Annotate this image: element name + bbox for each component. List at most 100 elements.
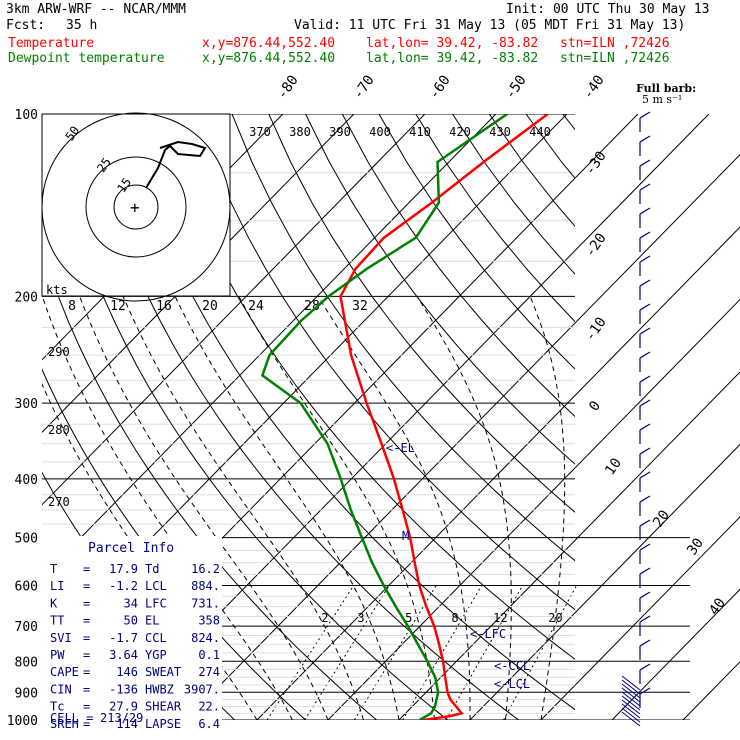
parcel-label: SHEAR <box>145 700 182 714</box>
isotherm-label: -40 <box>580 72 608 102</box>
wind-barb-flag <box>639 615 651 623</box>
wind-barb-flag <box>639 183 651 191</box>
wind-barb-low <box>621 711 641 727</box>
parcel-value: 0.1 <box>198 648 220 662</box>
dry-adiabat <box>710 114 740 720</box>
parcel-value: -136 <box>109 682 138 696</box>
pressure-label-600: 600 <box>15 580 38 595</box>
parcel-eq: = <box>83 579 90 593</box>
dry-adiabat <box>378 114 575 370</box>
theta-e-label: 390 <box>329 125 351 139</box>
parcel-label: K <box>50 596 58 610</box>
parcel-label: SREH <box>50 717 79 731</box>
wind-barb-flag <box>639 351 651 359</box>
parcel-label: Tc <box>50 700 64 714</box>
hodo-ring-15 <box>113 184 159 230</box>
parcel-label: CIN <box>50 682 72 696</box>
isotherm-label: -30 <box>582 148 610 178</box>
parcel-value: -1.7 <box>109 631 138 645</box>
moist-adiabat <box>42 296 293 720</box>
isotherm <box>185 153 740 720</box>
dewpoint-trace <box>260 114 508 720</box>
wind-barb-flag <box>639 303 651 311</box>
wind-barb-low <box>621 687 641 703</box>
isotherm-label: 30 <box>684 535 707 558</box>
parcel-value: 3.64 <box>109 648 138 662</box>
wind-barb-flag <box>639 519 651 527</box>
pressure-label-1000: 1000 <box>7 714 38 729</box>
isotherm <box>682 661 740 720</box>
wind-barb-low <box>621 707 641 723</box>
wind-barb-flag <box>639 639 651 647</box>
dry-adiabat <box>562 114 575 131</box>
cell-value: 213/29 <box>100 711 143 725</box>
theta-e-label: 430 <box>489 125 511 139</box>
isotherm-label: -50 <box>502 72 530 102</box>
parcel-eq: = <box>83 648 90 662</box>
theta-e-label: 410 <box>409 125 431 139</box>
dry-adiabat <box>158 114 575 660</box>
wind-barb-flag <box>639 111 651 119</box>
wind-barb-flag <box>639 663 651 671</box>
dewpoint-station: stn=ILN ,72426 <box>560 51 670 66</box>
theta-e-label: 420 <box>449 125 471 139</box>
level-marker: M <box>402 529 409 543</box>
pressure-label-500: 500 <box>15 532 38 547</box>
wind-speed-label: 28 <box>304 299 320 314</box>
wind-barb-flag <box>639 495 651 503</box>
wind-speed-label: 16 <box>156 299 172 314</box>
pressure-label-700: 700 <box>15 620 38 635</box>
pressure-label-400: 400 <box>15 473 38 488</box>
wind-speed-label: 32 <box>352 299 368 314</box>
isotherm-label: -60 <box>426 72 454 102</box>
wind-barb-flag <box>639 279 651 287</box>
theta-e-label: 400 <box>369 125 391 139</box>
moist-adiabat <box>529 296 566 720</box>
wind-barb-low <box>621 695 641 711</box>
parcel-label: HWBZ <box>145 682 174 696</box>
hodo-ring-label: 15 <box>114 175 134 195</box>
isotherm <box>327 298 740 720</box>
mixing-ratio-line <box>353 585 437 720</box>
dry-adiabat <box>600 114 740 720</box>
wind-barb-low <box>621 691 641 707</box>
mixing-ratio-label: 2 <box>321 611 328 625</box>
isotherm-label: -10 <box>582 314 610 344</box>
wind-barb-low <box>621 675 641 691</box>
parcel-value: 358 <box>198 614 220 628</box>
isotherm <box>469 443 740 720</box>
parcel-info-box <box>42 536 222 733</box>
parcel-label: YGP <box>145 648 167 662</box>
isotherm-label: 10 <box>602 455 625 478</box>
parcel-eq: = <box>83 700 90 714</box>
valid-time: Valid: 11 UTC Fri 31 May 13 (05 MDT Fri … <box>294 18 686 33</box>
wind-barb-flag <box>639 567 651 575</box>
level-marker: <-CCL <box>494 659 530 673</box>
moist-adiabat <box>317 296 471 720</box>
moist-adiabat <box>174 296 400 720</box>
dry-adiabat <box>84 114 519 720</box>
wind-barb-flag <box>639 471 651 479</box>
wind-speed-label: 8 <box>68 299 76 314</box>
parcel-label: CAPE <box>50 665 79 679</box>
mixing-ratio-line <box>304 585 390 720</box>
temperature-xy: x,y=876.44,552.40 <box>202 36 336 51</box>
isotherm-label: 20 <box>650 507 673 530</box>
parcel-label: LAPSE <box>145 717 181 731</box>
parcel-label: T <box>50 562 57 576</box>
isotherm <box>42 114 426 506</box>
isotherm-label: -80 <box>274 72 302 102</box>
wind-speed-label: 24 <box>248 299 264 314</box>
hodograph-frame <box>41 113 231 297</box>
isotherm-label: -70 <box>350 72 378 102</box>
dry-adiabat <box>488 114 575 228</box>
dewpoint-legend: Dewpoint temperature <box>8 51 165 66</box>
wind-barb-low <box>621 703 641 719</box>
wind-barb-flag <box>639 375 651 383</box>
mixing-ratio-line <box>445 585 524 720</box>
theta-e-label: 380 <box>289 125 311 139</box>
temperature-trace <box>339 114 549 720</box>
parcel-eq: = <box>83 562 90 576</box>
parcel-value: 146 <box>116 665 138 679</box>
parcel-value: 6.4 <box>198 717 220 731</box>
